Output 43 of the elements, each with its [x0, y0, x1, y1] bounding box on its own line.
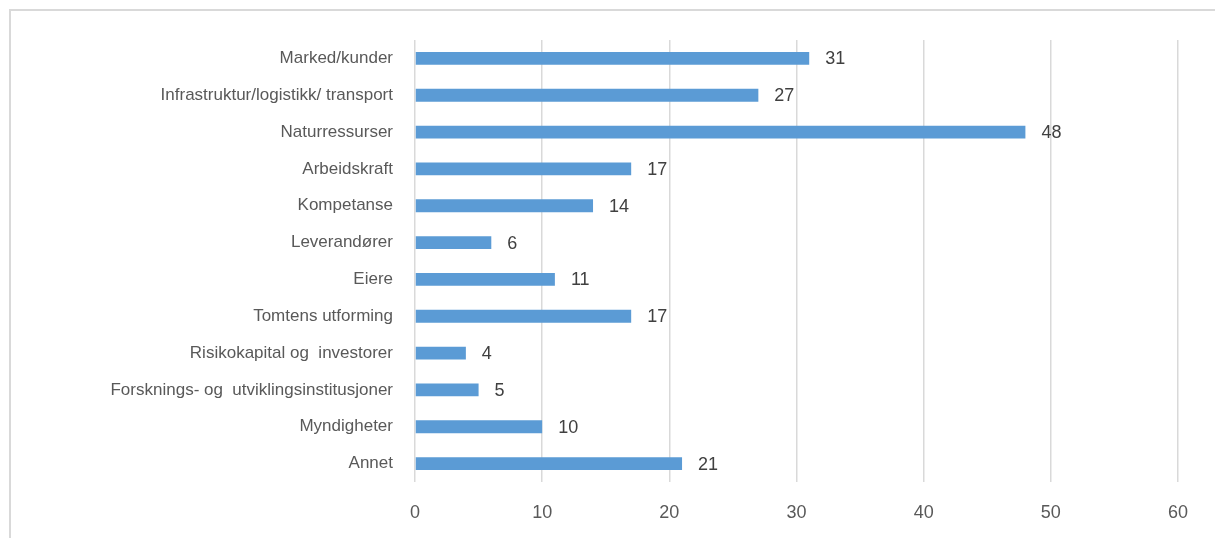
bar	[415, 346, 466, 360]
x-tick-label: 60	[1167, 501, 1189, 522]
data-label: 17	[647, 306, 668, 327]
data-label: 48	[1041, 122, 1062, 143]
x-tick-label: 50	[1040, 501, 1061, 522]
y-tick-label: Annet	[348, 453, 394, 473]
y-tick-label: Eiere	[353, 269, 393, 289]
data-label: 21	[698, 453, 719, 474]
data-label: 5	[494, 379, 505, 400]
bar	[415, 51, 810, 65]
data-label: 4	[481, 343, 492, 364]
y-tick-label: Naturressurser	[280, 121, 394, 141]
bar	[415, 125, 1026, 139]
x-tick-label: 40	[913, 501, 934, 522]
bar	[415, 383, 479, 397]
bar	[415, 162, 632, 176]
x-tick-label: 10	[532, 501, 553, 522]
data-label: 6	[507, 232, 518, 253]
data-label: 31	[825, 48, 846, 69]
bar	[415, 236, 492, 250]
x-tick-label: 30	[786, 501, 807, 522]
data-label: 14	[609, 195, 630, 216]
y-tick-label: Tomtens utforming	[253, 305, 393, 325]
bar	[415, 199, 594, 213]
bar	[415, 88, 759, 102]
data-label: 17	[647, 158, 668, 179]
bar	[415, 272, 555, 286]
y-tick-label: Marked/kunder	[279, 48, 394, 68]
y-tick-label: Infrastruktur/logistikk/ transport	[160, 84, 394, 104]
y-tick-label: Arbeidskraft	[302, 158, 394, 178]
y-tick-label: Risikokapital og investorer	[189, 342, 394, 362]
data-label: 27	[774, 85, 795, 106]
x-tick-label: 0	[409, 501, 421, 522]
data-label: 11	[570, 269, 590, 290]
y-tick-label: Myndigheter	[299, 416, 394, 436]
bar	[415, 309, 632, 323]
y-tick-label: Leverandører	[290, 232, 394, 252]
y-tick-label: Kompetanse	[297, 195, 393, 215]
y-tick-label: Forsknings- og utviklingsinstitusjoner	[110, 379, 394, 399]
x-tick-label: 20	[659, 501, 680, 522]
data-label: 10	[558, 416, 579, 437]
bar	[415, 420, 543, 434]
bar	[415, 457, 683, 471]
